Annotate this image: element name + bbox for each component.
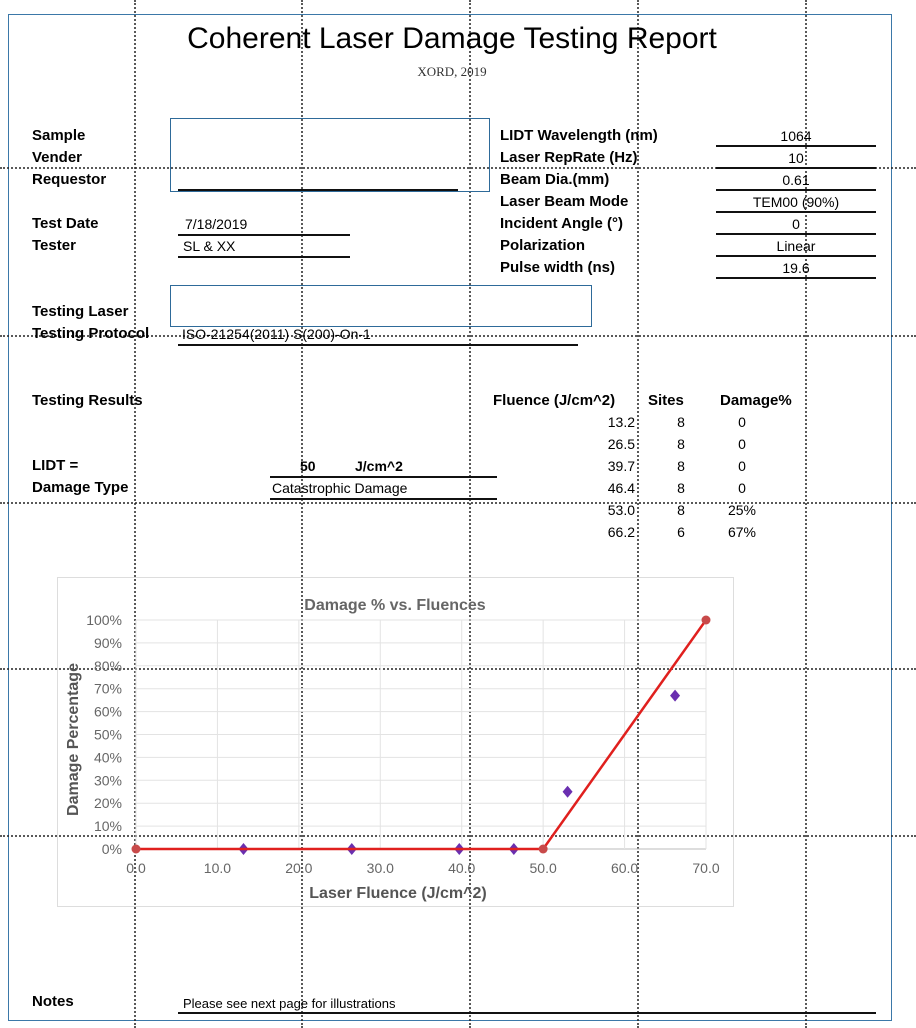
x-axis-label: Laser Fluence (J/cm^2): [309, 885, 486, 902]
tester-label: Tester: [32, 237, 76, 254]
vender-label: Vender: [32, 149, 83, 166]
testing-results-label: Testing Results: [32, 392, 143, 409]
page-grid-line: [0, 668, 916, 670]
damage-cell: 0: [738, 458, 746, 474]
y-tick-label: 90%: [94, 635, 122, 651]
chart-title: Damage % vs. Fluences: [304, 597, 486, 614]
notes-text: Please see next page for illustrations: [183, 996, 396, 1011]
notes-label: Notes: [32, 993, 74, 1010]
damage-cell: 25%: [727, 502, 757, 518]
fluence-cell: 26.5: [607, 436, 635, 452]
damage-cell: 67%: [727, 524, 757, 540]
field-label: LIDT Wavelength (nm): [500, 127, 658, 144]
lidt-label: LIDT =: [32, 457, 79, 474]
data-point: [562, 785, 573, 798]
page-grid-line: [0, 502, 916, 504]
y-tick-label: 60%: [94, 704, 122, 720]
fluence-cell: 66.2: [607, 524, 635, 540]
x-tick-label: 30.0: [367, 860, 394, 876]
damage-cell: 0: [738, 414, 746, 430]
report-subtitle: XORD, 2019: [417, 64, 487, 79]
field-label: Beam Dia.(mm): [500, 171, 610, 188]
page-grid-line: [301, 0, 303, 1028]
testing-laser-box[interactable]: [170, 285, 592, 327]
y-tick-label: 40%: [94, 749, 122, 765]
line-point: [538, 844, 548, 854]
sites-cell: 8: [677, 458, 685, 474]
page-grid-line: [469, 0, 471, 1028]
line-point: [131, 844, 141, 854]
damage-type-label: Damage Type: [32, 479, 129, 496]
y-tick-label: 50%: [94, 727, 122, 743]
field-label: Laser RepRate (Hz): [500, 149, 638, 166]
sample-label: Sample: [32, 127, 86, 144]
damage-cell: 0: [738, 480, 746, 496]
sites-cell: 8: [677, 480, 685, 496]
lidt-value: 50: [300, 458, 316, 474]
y-tick-label: 20%: [94, 795, 122, 811]
damage-cell: 0: [738, 436, 746, 452]
y-tick-label: 100%: [86, 612, 122, 628]
test-date-value: 7/18/2019: [185, 216, 248, 232]
field-label: Laser Beam Mode: [500, 193, 629, 210]
x-tick-label: 70.0: [692, 860, 719, 876]
report-title: Coherent Laser Damage Testing Report: [187, 22, 717, 55]
column-header-damage: Damage%: [720, 392, 792, 409]
y-axis-label: Damage Percentage: [65, 663, 82, 816]
testing-protocol-value: ISO-21254(2011) S(200)-On-1: [182, 326, 371, 342]
x-tick-label: 10.0: [204, 860, 231, 876]
y-tick-label: 70%: [94, 681, 122, 697]
y-tick-label: 0%: [102, 841, 122, 857]
test-date-label: Test Date: [32, 215, 99, 232]
data-point: [670, 689, 681, 702]
testing-protocol-label: Testing Protocol: [32, 325, 150, 342]
sites-cell: 8: [677, 414, 685, 430]
y-tick-label: 10%: [94, 818, 122, 834]
x-tick-label: 50.0: [530, 860, 557, 876]
y-tick-label: 80%: [94, 658, 122, 674]
field-value: 1064: [780, 128, 812, 144]
fluence-cell: 53.0: [607, 502, 635, 518]
field-label: Pulse width (ns): [500, 259, 616, 276]
page-grid-line: [0, 167, 916, 169]
field-value: 0: [792, 216, 800, 232]
line-point: [701, 615, 711, 625]
field-value: 0.61: [782, 172, 810, 188]
field-label: Polarization: [500, 237, 586, 254]
x-tick-label: 0.0: [126, 860, 146, 876]
page-border: [8, 14, 892, 1021]
fluence-cell: 13.2: [607, 414, 635, 430]
column-header-fluence: Fluence (J/cm^2): [493, 392, 616, 409]
column-header-sites: Sites: [648, 392, 684, 409]
x-tick-label: 40.0: [448, 860, 475, 876]
sites-cell: 8: [677, 436, 685, 452]
tester-value: SL & XX: [183, 238, 236, 254]
requestor-label: Requestor: [32, 171, 107, 188]
field-value: 10: [788, 150, 804, 166]
damage-type-value: Catastrophic Damage: [272, 480, 408, 496]
sites-cell: 6: [677, 524, 685, 540]
sample-info-box[interactable]: [170, 118, 490, 192]
fluence-cell: 46.4: [607, 480, 635, 496]
page-grid-line: [0, 335, 916, 337]
damage-chart: 0% 10% 20% 30% 40% 50% 60% 70% 80% 90% 100% 0.0 10.0…: [57, 577, 734, 907]
x-tick-label: 20.0: [285, 860, 312, 876]
y-tick-label: 30%: [94, 772, 122, 788]
testing-laser-label: Testing Laser: [32, 303, 129, 320]
page-grid-line: [637, 0, 639, 1028]
x-tick-label: 60.0: [611, 860, 638, 876]
field-value: TEM00 (90%): [752, 194, 840, 210]
lidt-unit: J/cm^2: [355, 458, 403, 474]
field-value: Linear: [776, 238, 816, 254]
field-label: Incident Angle (°): [500, 215, 623, 232]
field-value: 19.6: [782, 260, 810, 276]
page-grid-line: [805, 0, 807, 1028]
sites-cell: 8: [677, 502, 685, 518]
page-grid-line: [134, 0, 136, 1028]
fluence-cell: 39.7: [607, 458, 635, 474]
page-grid-line: [0, 835, 916, 837]
